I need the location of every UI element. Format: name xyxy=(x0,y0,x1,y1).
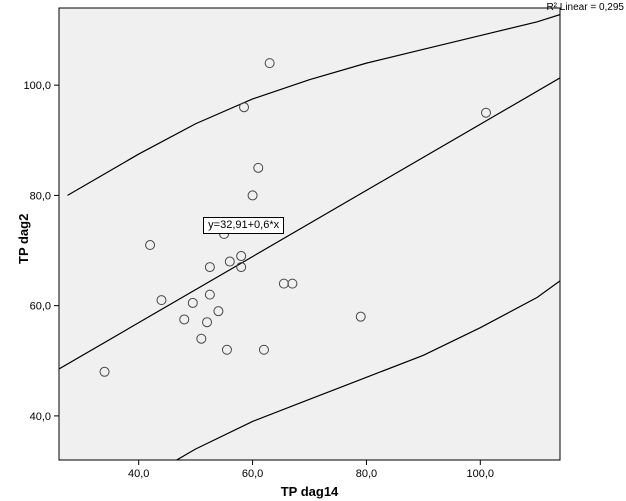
equation-annotation: y=32,91+0,6*x xyxy=(203,217,284,234)
y-tick-label: 40,0 xyxy=(30,411,51,423)
y-tick-label: 60,0 xyxy=(30,301,51,313)
scatter-plot: 40,0 60,0 80,0 100,0 40,0 60,0 80,0 100,0 xyxy=(0,0,626,501)
chart-container: R² Linear = 0,295 40,0 60,0 80,0 100,0 40,0 6… xyxy=(0,0,626,501)
r2-label: R² Linear = 0,295 xyxy=(546,2,624,13)
x-tick-label: 80,0 xyxy=(356,468,377,480)
x-axis-title: TP dag14 xyxy=(260,484,360,499)
y-axis-title: TP dag2 xyxy=(16,214,31,264)
y-tick-label: 80,0 xyxy=(30,190,51,202)
x-tick-label: 40,0 xyxy=(128,468,149,480)
y-tick-label: 100,0 xyxy=(23,80,51,92)
x-tick-label: 60,0 xyxy=(242,468,263,480)
plot-area xyxy=(59,8,560,460)
x-tick-label: 100,0 xyxy=(467,468,495,480)
